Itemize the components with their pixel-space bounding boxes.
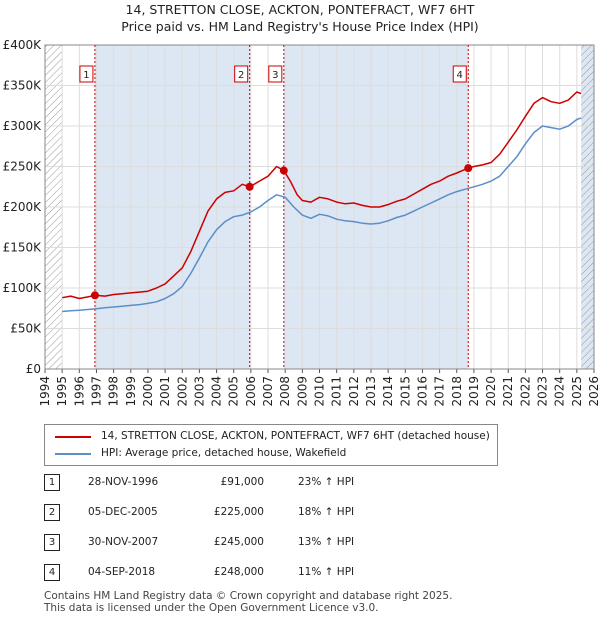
sale-marker-label: 1 (83, 70, 89, 81)
x-tick-label: 2003 (192, 376, 206, 407)
footer-line1: Contains HM Land Registry data © Crown c… (44, 590, 453, 602)
x-tick-label: 2007 (261, 376, 275, 407)
sale-marker-box (234, 65, 249, 83)
sale-marker-box (79, 65, 94, 83)
sale-row: 3 30-NOV-2007 £245,000 13% ↑ HPI (44, 534, 444, 554)
x-tick-label: 2021 (501, 376, 515, 407)
sale-number-badge: 1 (44, 474, 60, 491)
sale-marker-label: 2 (238, 70, 244, 81)
chart-title-line2: Price paid vs. HM Land Registry's House … (121, 19, 479, 34)
x-tick-label: 2024 (553, 376, 567, 407)
x-tick-label: 1996 (72, 376, 86, 407)
x-tick-label: 2010 (313, 376, 327, 407)
plot-border (44, 44, 595, 370)
sale-price: £245,000 (213, 536, 264, 548)
x-tick-label: 1997 (89, 376, 103, 407)
x-tick-label: 2004 (210, 376, 224, 407)
x-tick-label: 2017 (433, 376, 447, 407)
x-tick-label: 1999 (124, 376, 138, 407)
y-tick-label: £100K (3, 281, 43, 295)
sale-hpi-change: 18% ↑ HPI (298, 506, 355, 518)
x-tick-label: 2020 (484, 376, 498, 407)
hpi-series-line (62, 117, 582, 313)
x-tick-label: 2018 (450, 376, 464, 407)
sale-marker-box (268, 65, 283, 83)
sale-row: 2 05-DEC-2005 £225,000 18% ↑ HPI (44, 504, 444, 524)
property-series-line (62, 91, 582, 300)
sale-marker-label: 4 (457, 70, 463, 81)
x-tick-label: 2013 (364, 376, 378, 407)
y-tick-label: £250K (3, 160, 43, 174)
x-tick-label: 2001 (158, 376, 172, 407)
sale-number-badge: 4 (44, 564, 60, 581)
x-tick-label: 2002 (175, 376, 189, 407)
sale-hpi-change: 13% ↑ HPI (298, 536, 355, 548)
sale-price: £91,000 (220, 476, 264, 488)
sale-row: 1 28-NOV-1996 £91,000 23% ↑ HPI (44, 474, 444, 494)
sale-date: 28-NOV-1996 (88, 476, 159, 488)
sale-row: 4 04-SEP-2018 £248,000 11% ↑ HPI (44, 564, 444, 584)
legend-line-hpi (55, 453, 91, 455)
x-tick-label: 2000 (141, 376, 155, 407)
sale-date: 05-DEC-2005 (88, 506, 158, 518)
x-tick-label: 2026 (587, 376, 600, 407)
sale-hpi-change: 11% ↑ HPI (298, 566, 355, 578)
sale-number-badge: 3 (44, 534, 60, 551)
legend-label-property: 14, STRETTON CLOSE, ACKTON, PONTEFRACT, … (101, 430, 490, 442)
y-tick-label: £400K (3, 38, 43, 52)
x-tick-label: 2022 (518, 376, 532, 407)
x-tick-label: 2019 (467, 376, 481, 407)
x-tick-label: 2011 (330, 376, 344, 407)
sale-date: 30-NOV-2007 (88, 536, 159, 548)
sale-point (279, 166, 288, 175)
x-tick-label: 2014 (381, 376, 395, 407)
y-tick-label: £200K (3, 200, 43, 214)
x-tick-label: 2008 (278, 376, 292, 407)
x-tick-label: 2023 (536, 376, 550, 407)
x-tick-label: 2025 (570, 376, 584, 407)
sale-point (464, 164, 473, 173)
x-tick-label: 2016 (415, 376, 429, 407)
price-chart: £0 £50K £100K £150K £200K £250K £300K £350K £400… (3, 38, 600, 407)
sale-hpi-change: 23% ↑ HPI (298, 476, 355, 488)
x-tick-label: 1995 (55, 376, 69, 407)
x-tick-label: 2009 (295, 376, 309, 407)
y-tick-label: £300K (3, 119, 43, 133)
sale-marker-label: 3 (272, 70, 278, 81)
sale-marker-box (452, 65, 467, 83)
sale-date: 04-SEP-2018 (88, 566, 156, 578)
y-tick-label: £50K (10, 322, 42, 336)
sale-price: £225,000 (213, 506, 264, 518)
x-tick-label: 2015 (398, 376, 412, 407)
sale-point (90, 291, 99, 300)
chart-title-line1: 14, STRETTON CLOSE, ACKTON, PONTEFRACT, … (125, 2, 475, 17)
sale-price: £248,000 (213, 566, 264, 578)
chart-legend: 14, STRETTON CLOSE, ACKTON, PONTEFRACT, … (44, 424, 498, 466)
y-tick-label: £350K (3, 79, 43, 93)
x-tick-label: 1994 (38, 376, 52, 407)
sale-point (245, 182, 254, 191)
x-tick-label: 2006 (244, 376, 258, 407)
sale-number-badge: 2 (44, 504, 60, 521)
y-tick-label: £150K (3, 241, 43, 255)
legend-label-hpi: HPI: Average price, detached house, Wake… (101, 447, 347, 459)
x-tick-label: 2012 (347, 376, 361, 407)
legend-line-property (55, 436, 91, 438)
x-tick-label: 2005 (227, 376, 241, 407)
x-tick-label: 1998 (107, 376, 121, 407)
footer-attribution: Contains HM Land Registry data © Crown c… (44, 590, 452, 614)
footer-line2: This data is licensed under the Open Gov… (44, 602, 379, 614)
y-tick-label: £0 (26, 362, 41, 376)
